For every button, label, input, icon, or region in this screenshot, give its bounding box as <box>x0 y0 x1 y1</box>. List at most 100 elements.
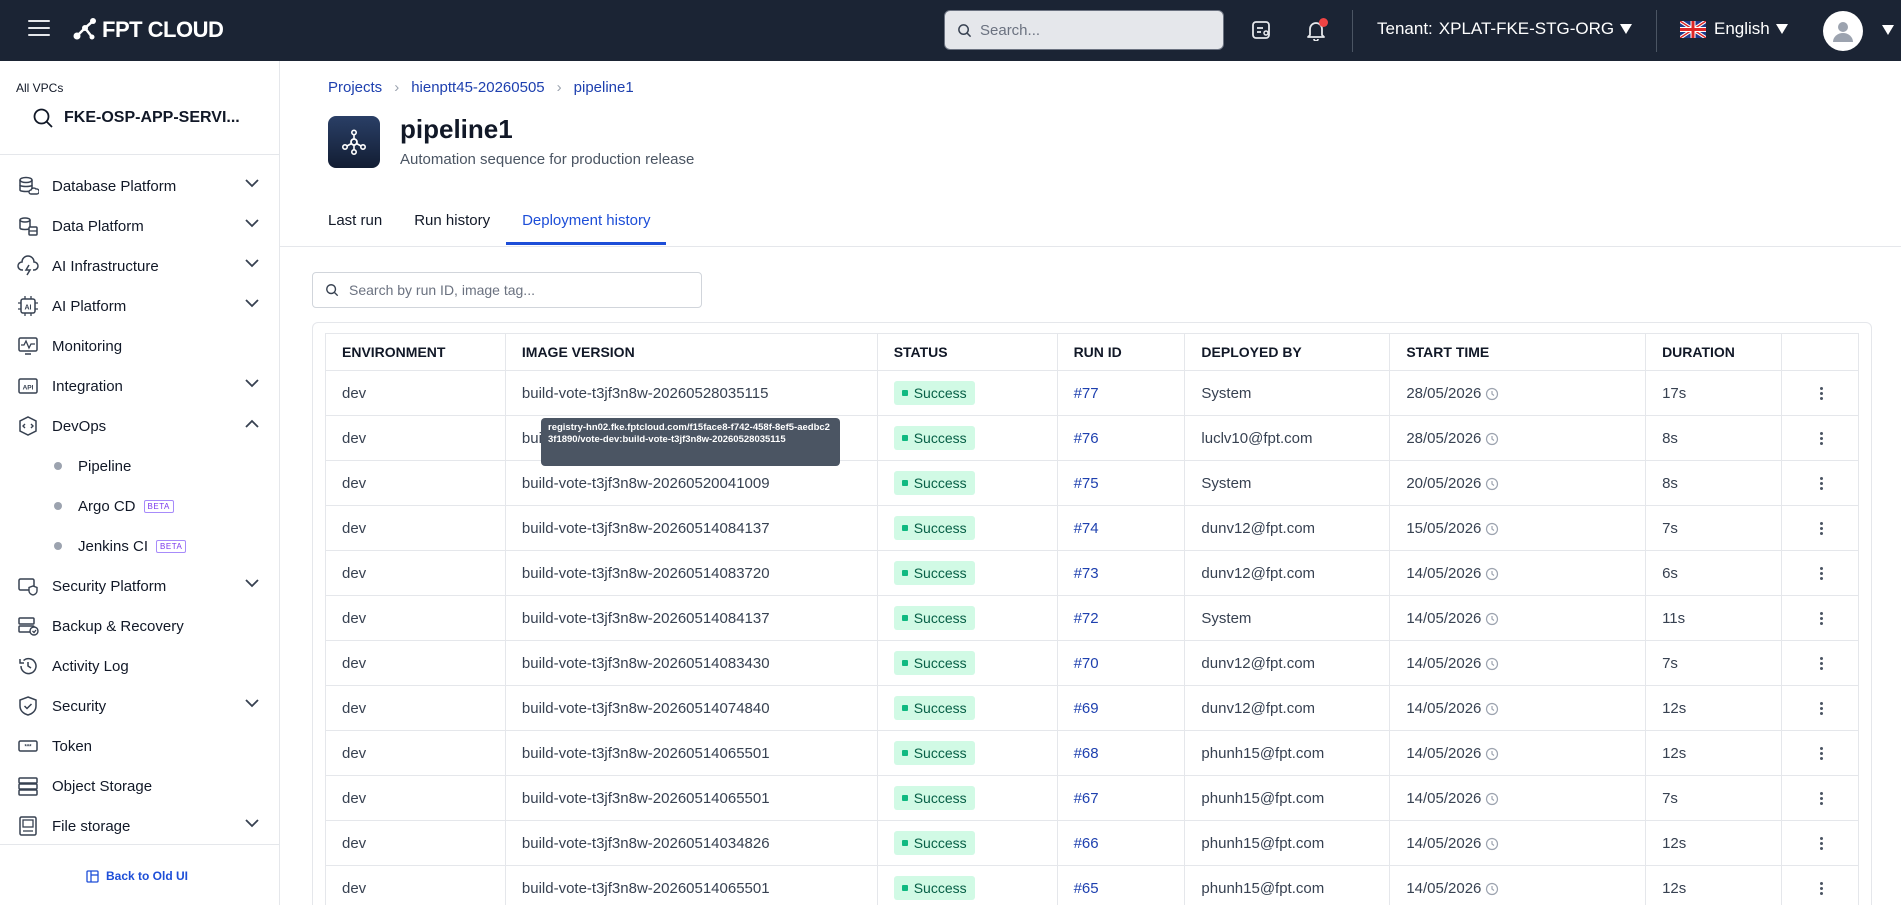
cell-image-version[interactable]: build-vote-t3jf3n8w-20260514074840 <box>504 685 878 731</box>
more-actions-icon[interactable] <box>1812 836 1832 851</box>
more-actions-icon[interactable] <box>1812 476 1832 491</box>
sidebar-item-backup-recovery[interactable]: Backup & Recovery <box>0 606 279 646</box>
status-dot-icon <box>901 480 908 486</box>
cell-image-version[interactable]: build-vote-t3jf3n8w-20260514065501 <box>504 865 878 905</box>
status-label: Success <box>913 610 967 626</box>
sidebar-item-monitoring[interactable]: Monitoring <box>0 326 279 366</box>
table-row[interactable]: dev build-vote-t3jf3n8w-20260520041009 Suc… <box>325 460 1860 506</box>
cell-image-version[interactable]: build-vote-t3jf3n8w-20260528035115 <box>504 370 878 416</box>
clock-icon[interactable] <box>1485 702 1499 716</box>
table-row[interactable]: dev build-vote-t3jf3n8w-20260514083430 Suc… <box>325 640 1860 686</box>
ticket-button[interactable] <box>1247 16 1275 44</box>
notification-button[interactable] <box>1302 16 1330 44</box>
more-actions-icon[interactable] <box>1812 656 1832 671</box>
clock-icon[interactable] <box>1485 432 1499 446</box>
table-row[interactable]: dev build-vote-t3jf3n8w-20260514084137 Suc… <box>325 595 1860 641</box>
user-menu-caret-icon[interactable] <box>1882 25 1894 35</box>
run-id-link[interactable]: #70 <box>1073 654 1099 672</box>
more-actions-icon[interactable] <box>1812 881 1832 896</box>
breadcrumb-current[interactable]: pipeline1 <box>573 79 634 96</box>
global-search[interactable] <box>944 10 1224 50</box>
run-id-link[interactable]: #68 <box>1073 744 1099 762</box>
sidebar-subitem-argo-cd[interactable]: Argo CD BETA <box>0 486 279 526</box>
sidebar-item-file-storage[interactable]: File storage <box>0 806 279 846</box>
clock-icon[interactable] <box>1485 567 1499 581</box>
sidebar-subitem-jenkins-ci[interactable]: Jenkins CI BETA <box>0 526 279 566</box>
more-actions-icon[interactable] <box>1812 386 1832 401</box>
menu-icon[interactable] <box>28 20 50 38</box>
cell-start-time: 14/05/2026 <box>1389 685 1647 731</box>
cell-image-version[interactable]: build-vote-t3jf3n8w-20260514034826 <box>504 820 878 866</box>
breadcrumb-project[interactable]: hienptt45-20260505 <box>411 79 545 96</box>
clock-icon[interactable] <box>1485 792 1499 806</box>
cell-image-version[interactable]: build-vote-t3jf3n8w-20260514065501 <box>504 730 878 776</box>
run-id-link[interactable]: #66 <box>1073 834 1099 852</box>
clock-icon[interactable] <box>1485 477 1499 491</box>
sidebar-item-token[interactable]: *** Token <box>0 726 279 766</box>
cell-image-version[interactable]: build-vote-t3jf3n8w-20260514084137 <box>504 505 878 551</box>
deployment-search-input[interactable] <box>349 282 689 298</box>
cell-image-version[interactable]: build-vote-t3jf3n8w-20260514084137 <box>504 595 878 641</box>
table-row[interactable]: dev build-vote-t3jf3n8w-20260514065501 Suc… <box>325 775 1860 821</box>
table-row[interactable]: dev build-vote-t3jf3n8w-20260514065501 Suc… <box>325 730 1860 776</box>
run-id-link[interactable]: #74 <box>1073 519 1099 537</box>
sidebar-item-activity-log[interactable]: Activity Log <box>0 646 279 686</box>
cell-deployed-by: phunh15@fpt.com <box>1184 865 1391 905</box>
global-search-input[interactable] <box>980 21 1200 39</box>
sidebar-item-security-platform[interactable]: Security Platform <box>0 566 279 606</box>
table-row[interactable]: dev build-vote-t3jf3n8w-20260514034826 Suc… <box>325 820 1860 866</box>
run-id-link[interactable]: #69 <box>1073 699 1099 717</box>
sidebar-item-ai-platform[interactable]: AI AI Platform <box>0 286 279 326</box>
more-actions-icon[interactable] <box>1812 701 1832 716</box>
sidebar-item-integration[interactable]: API Integration <box>0 366 279 406</box>
sidebar-item-devops[interactable]: DevOps <box>0 406 279 446</box>
clock-icon[interactable] <box>1485 837 1499 851</box>
run-id-link[interactable]: #73 <box>1073 564 1099 582</box>
clock-icon[interactable] <box>1485 747 1499 761</box>
sidebar-item-data-platform[interactable]: Data Platform <box>0 206 279 246</box>
table-row[interactable]: dev build-vote-t3jf3n8w-20260514065501 Suc… <box>325 865 1860 905</box>
breadcrumb-projects[interactable]: Projects <box>328 79 383 96</box>
clock-icon[interactable] <box>1485 612 1499 626</box>
run-id-link[interactable]: #75 <box>1073 474 1099 492</box>
back-to-old-ui-link[interactable]: Back to Old UI <box>86 869 188 883</box>
run-id-link[interactable]: #72 <box>1073 609 1099 627</box>
cell-actions <box>1780 730 1860 776</box>
more-actions-icon[interactable] <box>1812 791 1832 806</box>
more-actions-icon[interactable] <box>1812 611 1832 626</box>
more-actions-icon[interactable] <box>1812 746 1832 761</box>
cell-image-version[interactable]: build-vote-t3jf3n8w-20260514065501 <box>504 775 878 821</box>
tab-run-history[interactable]: Run history <box>414 212 491 229</box>
tenant-selector[interactable]: Tenant: XPLAT-FKE-STG-ORG <box>1377 19 1633 39</box>
deployment-search[interactable] <box>312 272 702 308</box>
sidebar-subitem-pipeline[interactable]: Pipeline <box>0 446 279 486</box>
run-id-link[interactable]: #65 <box>1073 879 1099 897</box>
vpc-selector[interactable]: FKE-OSP-APP-SERVI... <box>32 107 240 129</box>
cell-image-version[interactable]: build-vote-t3jf3n8w-20260514083430 <box>504 640 878 686</box>
language-selector[interactable]: English <box>1680 19 1788 39</box>
sidebar-item-ai-infrastructure[interactable]: AI Infrastructure <box>0 246 279 286</box>
tab-last-run[interactable]: Last run <box>328 212 383 229</box>
tab-deployment-history[interactable]: Deployment history <box>506 205 667 245</box>
table-row[interactable]: dev build-vote-t3jf3n8w-20260514074840 Suc… <box>325 685 1860 731</box>
sidebar-item-security[interactable]: Security <box>0 686 279 726</box>
sidebar-item-database-platform[interactable]: Database Platform <box>0 166 279 206</box>
cell-image-version[interactable]: build-vote-t3jf3n8w-20260520041009 <box>504 460 878 506</box>
cell-image-version[interactable]: build-vote-t3jf3n8w-20260514083720 <box>504 550 878 596</box>
table-row[interactable]: dev build-vote-t3jf3n8w-20260514084137 Suc… <box>325 505 1860 551</box>
run-id-link[interactable]: #77 <box>1073 384 1099 402</box>
sidebar-item-object-storage[interactable]: Object Storage <box>0 766 279 806</box>
user-avatar[interactable] <box>1823 11 1863 51</box>
fpt-cloud-logo[interactable]: FPT CLOUD <box>72 16 224 44</box>
clock-icon[interactable] <box>1485 657 1499 671</box>
more-actions-icon[interactable] <box>1812 431 1832 446</box>
more-actions-icon[interactable] <box>1812 521 1832 536</box>
clock-icon[interactable] <box>1485 882 1499 896</box>
clock-icon[interactable] <box>1485 387 1499 401</box>
run-id-link[interactable]: #76 <box>1073 429 1099 447</box>
table-row[interactable]: dev build-vote-t3jf3n8w-20260514083720 Suc… <box>325 550 1860 596</box>
run-id-link[interactable]: #67 <box>1073 789 1099 807</box>
clock-icon[interactable] <box>1485 522 1499 536</box>
more-actions-icon[interactable] <box>1812 566 1832 581</box>
